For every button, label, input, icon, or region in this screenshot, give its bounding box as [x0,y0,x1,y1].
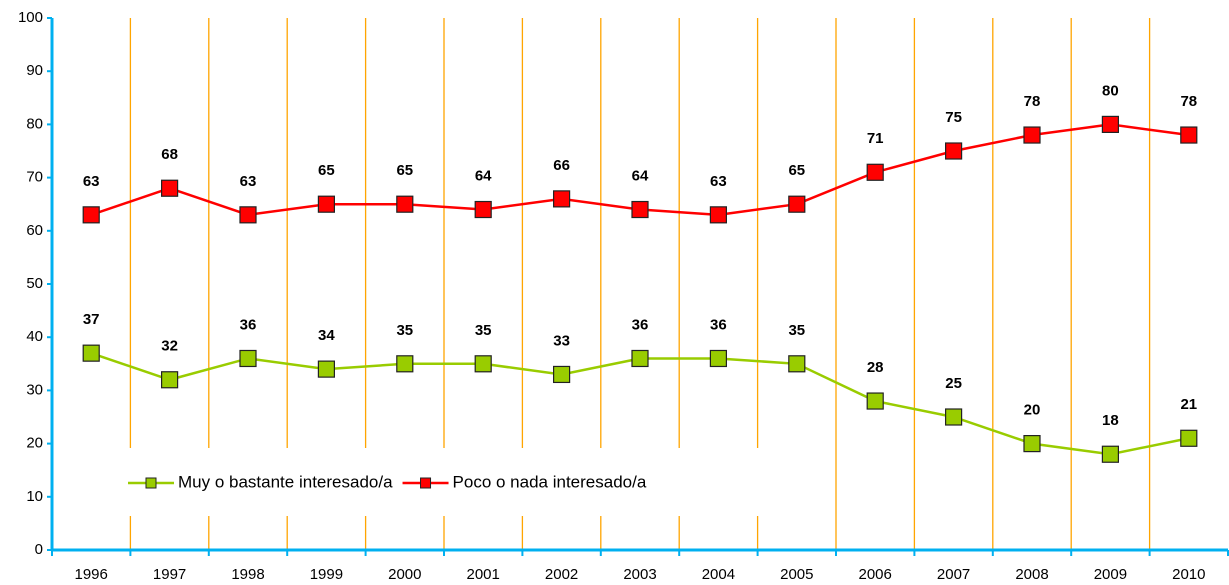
marker [1180,126,1198,144]
x-tick-label: 2004 [702,566,735,583]
marker [944,142,963,160]
marker [631,349,649,368]
marker [396,355,414,373]
marker [866,163,884,181]
data-label: 63 [83,173,100,190]
data-label: 78 [1180,93,1197,110]
y-tick-label: 0 [35,541,43,558]
marker [1023,435,1041,453]
x-tick-label: 2005 [780,566,813,583]
data-label: 33 [553,332,570,349]
data-label: 28 [867,359,884,376]
legend-label: Poco o nada interesado/a [453,472,647,491]
data-label: 66 [553,157,570,174]
data-label: 34 [318,327,335,344]
marker [866,392,884,410]
data-label: 68 [161,146,178,163]
data-label: 65 [396,162,413,179]
data-label: 63 [240,173,257,190]
marker [396,195,414,213]
x-tick-label: 2007 [937,566,970,583]
data-label: 18 [1102,412,1119,429]
marker [631,200,649,219]
marker [552,190,571,208]
x-tick-label: 2003 [623,566,656,583]
marker [1101,115,1120,134]
marker [1101,445,1120,463]
data-label: 78 [1024,93,1041,110]
legend-box [125,448,775,516]
y-tick-label: 70 [26,169,43,186]
marker [474,200,492,219]
x-tick-label: 2001 [467,566,500,583]
data-label: 25 [945,375,962,392]
marker [709,206,728,224]
marker [709,349,728,368]
x-tick-label: 2008 [1015,566,1048,583]
marker [788,355,806,373]
y-tick-label: 10 [26,488,43,505]
marker [788,195,806,213]
y-tick-label: 90 [26,62,43,79]
x-tick-label: 2002 [545,566,578,583]
data-label: 21 [1180,396,1197,413]
marker [239,206,257,224]
x-tick-label: 2006 [859,566,892,583]
data-label: 64 [475,167,492,184]
marker [552,365,571,384]
data-label: 36 [632,316,649,333]
marker [161,371,179,389]
x-tick-label: 1997 [153,566,186,583]
data-label: 37 [83,311,100,328]
data-label: 32 [161,338,178,355]
legend-marker [420,477,432,489]
data-label: 35 [475,322,492,339]
marker [944,408,963,426]
marker [317,195,335,213]
marker [474,355,492,373]
data-label: 65 [788,162,805,179]
x-tick-label: 2010 [1172,566,1205,583]
data-label: 36 [710,316,727,333]
y-tick-label: 80 [26,115,43,132]
marker [82,206,100,224]
marker [317,360,335,378]
data-label: 75 [945,109,962,126]
legend-label: Muy o bastante interesado/a [178,472,393,491]
marker [239,349,257,368]
legend-marker [145,477,157,489]
x-tick-label: 1998 [231,566,264,583]
marker [82,344,100,362]
data-label: 80 [1102,82,1119,99]
y-tick-label: 30 [26,381,43,398]
data-label: 65 [318,162,335,179]
data-label: 64 [632,167,649,184]
marker [1023,126,1041,144]
y-tick-label: 50 [26,275,43,292]
data-label: 63 [710,173,727,190]
y-tick-label: 100 [18,9,43,26]
x-tick-label: 2000 [388,566,421,583]
y-tick-label: 60 [26,222,43,239]
data-label: 35 [788,322,805,339]
data-label: 71 [867,130,884,147]
x-tick-label: 2009 [1094,566,1127,583]
data-label: 35 [396,322,413,339]
x-tick-label: 1999 [310,566,343,583]
x-tick-label: 1996 [75,566,108,583]
marker [161,179,179,197]
data-label: 36 [240,316,257,333]
data-label: 20 [1024,402,1041,419]
marker [1180,429,1198,447]
y-tick-label: 20 [26,435,43,452]
y-tick-label: 40 [26,328,43,345]
